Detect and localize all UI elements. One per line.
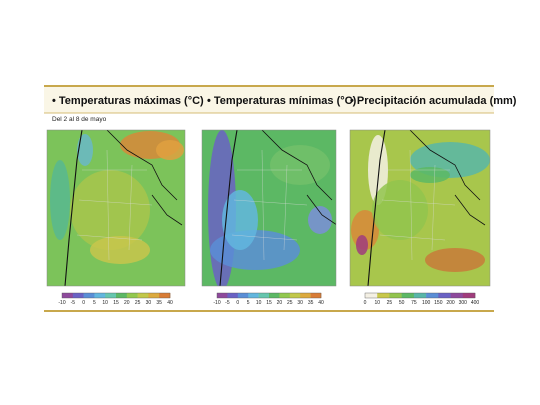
- legend-tick-label: 0: [236, 300, 239, 306]
- legend-swatch: [300, 293, 311, 298]
- legend-frame: [216, 292, 322, 299]
- legend-swatch: [401, 293, 415, 298]
- legend-swatch: [389, 293, 402, 298]
- legend-swatch: [137, 293, 149, 298]
- legend-swatch: [258, 293, 270, 298]
- map-region: [90, 236, 150, 264]
- legend-tick-label: 5: [247, 300, 250, 306]
- legend-tick-label: 25: [387, 300, 393, 306]
- legend-swatch: [365, 293, 378, 298]
- legend-tick-label: -5: [71, 300, 76, 306]
- border: [106, 130, 183, 226]
- legend-swatch: [426, 293, 439, 298]
- subtitle: Del 2 al 8 de mayo: [52, 116, 107, 123]
- legend-tick-label: 30: [146, 300, 152, 306]
- legend-swatch: [289, 293, 301, 298]
- legend-tick-label: 30: [297, 300, 303, 306]
- legend-tick-label: 20: [124, 300, 130, 306]
- panel-title: • Temperaturas mínimas (°C): [207, 95, 357, 107]
- map: [350, 130, 490, 286]
- legend-frame: [61, 292, 171, 299]
- legend-tick-label: 100: [422, 300, 431, 306]
- legend-tick-label: 40: [318, 300, 324, 306]
- legend-tick-label: 35: [308, 300, 314, 306]
- coastline: [219, 130, 238, 286]
- legend-swatch: [377, 293, 390, 298]
- legend-tick-label: 400: [471, 300, 480, 306]
- legend-swatch: [227, 293, 239, 298]
- map-region: [70, 170, 150, 250]
- legend-swatch: [310, 293, 322, 298]
- legend-tick-label: 20: [277, 300, 283, 306]
- legend-frame: [364, 292, 476, 299]
- legend-swatch: [237, 293, 249, 298]
- map-region: [372, 180, 428, 240]
- legend-tick-label: 15: [266, 300, 272, 306]
- legend-swatch: [217, 293, 228, 298]
- map-region: [308, 206, 332, 234]
- map-region: [50, 160, 70, 240]
- provinces: [379, 149, 456, 261]
- map-region: [270, 145, 330, 185]
- map-region: [356, 235, 368, 255]
- coastline: [367, 130, 386, 286]
- legend-swatch: [126, 293, 138, 298]
- map-region: [156, 140, 184, 160]
- map-region: [77, 134, 93, 166]
- map: [47, 130, 185, 286]
- legend-tick-label: 50: [399, 300, 405, 306]
- coastline: [64, 130, 83, 286]
- map-region: [410, 167, 450, 183]
- legend-tick-label: 40: [167, 300, 173, 306]
- legend-swatch: [94, 293, 106, 298]
- legend-swatch: [148, 293, 160, 298]
- legend-swatch: [62, 293, 74, 298]
- panel-title: • Temperaturas máximas (°C): [52, 95, 204, 107]
- legend-swatch: [105, 293, 117, 298]
- legend-swatch: [269, 293, 280, 298]
- legend-tick-label: -10: [213, 300, 220, 306]
- map-frame: [46, 129, 186, 287]
- map-frame: [201, 129, 337, 287]
- provinces: [231, 149, 308, 261]
- legend-swatch: [462, 293, 476, 298]
- border: [261, 130, 336, 225]
- legend-tick-label: 300: [459, 300, 468, 306]
- legend-tick-label: 25: [287, 300, 293, 306]
- legend-swatch: [438, 293, 451, 298]
- map-frame: [349, 129, 491, 287]
- legend-tick-label: 5: [93, 300, 96, 306]
- legend-tick-label: 35: [156, 300, 162, 306]
- map-region: [425, 248, 485, 272]
- legend-tick-label: 10: [374, 300, 380, 306]
- legend-swatch: [72, 293, 84, 298]
- legend-tick-label: 75: [411, 300, 417, 306]
- legend-swatch: [116, 293, 128, 298]
- legend-tick-label: 150: [434, 300, 443, 306]
- legend-tick-label: -5: [225, 300, 230, 306]
- legend-tick-label: 200: [446, 300, 455, 306]
- map-region: [222, 190, 258, 250]
- legend-tick-label: 0: [82, 300, 85, 306]
- header-band: [44, 86, 494, 113]
- legend-tick-label: 10: [256, 300, 262, 306]
- legend-swatch: [450, 293, 464, 298]
- legend-tick-label: 15: [113, 300, 119, 306]
- provinces: [76, 149, 153, 261]
- legend-swatch: [83, 293, 95, 298]
- legend-tick-label: 25: [135, 300, 141, 306]
- legend-swatch: [279, 293, 291, 298]
- map: [202, 130, 336, 286]
- legend-swatch: [159, 293, 171, 298]
- legend-tick-label: -10: [58, 300, 65, 306]
- panel-title: • Precipitación acumulada (mm): [350, 95, 517, 107]
- legend-tick-label: 0: [364, 300, 367, 306]
- border: [409, 130, 486, 226]
- legend-swatch: [413, 293, 427, 298]
- legend-swatch: [248, 293, 259, 298]
- legend-tick-label: 10: [102, 300, 108, 306]
